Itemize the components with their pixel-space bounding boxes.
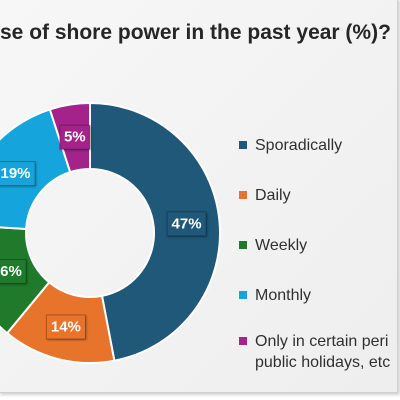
data-label-only: 5% [59,124,91,150]
data-label-weekly: 6% [0,259,27,285]
legend-swatch [239,337,247,345]
legend-label: Weekly [255,237,308,254]
svg-text:14%: 14% [51,318,81,335]
svg-text:19%: 19% [0,165,30,182]
legend-label: Sporadically [255,137,343,154]
chart-title: se of shore power in the past year (%)? [0,21,391,44]
slice-monthly [0,108,72,231]
data-label-monthly: 19% [0,161,36,187]
slice-sporadically [89,101,221,362]
legend-swatch [239,141,247,149]
legend-label: Monthly [255,287,312,304]
svg-text:5%: 5% [64,129,86,146]
svg-text:6%: 6% [0,263,22,280]
legend-label: Daily [255,187,291,204]
legend-swatch [239,241,247,249]
legend-label: Only in certain peri public holidays, et… [255,333,391,371]
svg-text:47%: 47% [172,215,202,232]
data-label-sporadically: 47% [166,211,207,237]
data-label-daily: 14% [45,314,86,340]
legend-swatch [239,291,247,299]
legend-swatch [239,191,247,199]
